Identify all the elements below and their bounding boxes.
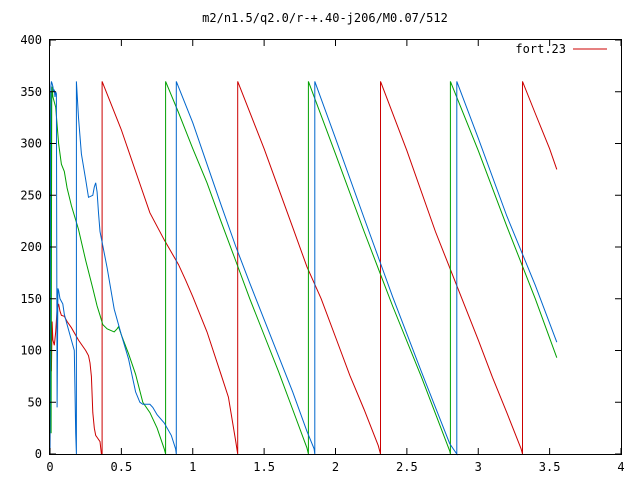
chart-title: m2/n1.5/q2.0/r-+.40-j206/M0.07/512 [202,11,448,25]
y-tick-label: 350 [20,85,42,99]
y-tick-label: 100 [20,344,42,358]
x-tick-label: 0 [46,460,53,474]
x-tick-label: 3 [475,460,482,474]
x-tick-label: 2.5 [396,460,418,474]
legend-label: fort.23 [515,42,566,56]
x-tick-label: 2 [332,460,339,474]
y-tick-label: 50 [28,395,42,409]
x-tick-label: 1 [189,460,196,474]
x-tick-label: 1.5 [253,460,275,474]
series-layer [49,81,558,456]
legend: fort.23 [515,42,607,56]
x-tick-label: 3.5 [539,460,561,474]
y-tick-label: 150 [20,292,42,306]
series-line-2 [49,81,558,455]
y-tick-label: 200 [20,240,42,254]
x-tick-label: 4 [617,460,624,474]
y-tick-label: 0 [35,447,42,461]
x-axis: 0 0.5 1 1.5 2 2.5 3 3.5 4 [46,40,625,474]
y-tick-label: 300 [20,137,42,151]
plot-frame [49,39,622,455]
y-tick-label: 400 [20,33,42,47]
y-tick-label: 250 [20,188,42,202]
y-axis: 0 50 100 150 200 250 300 350 400 [20,33,621,461]
series-line-1 [49,81,558,455]
series-line-3 [49,81,558,456]
x-tick-label: 0.5 [111,460,133,474]
